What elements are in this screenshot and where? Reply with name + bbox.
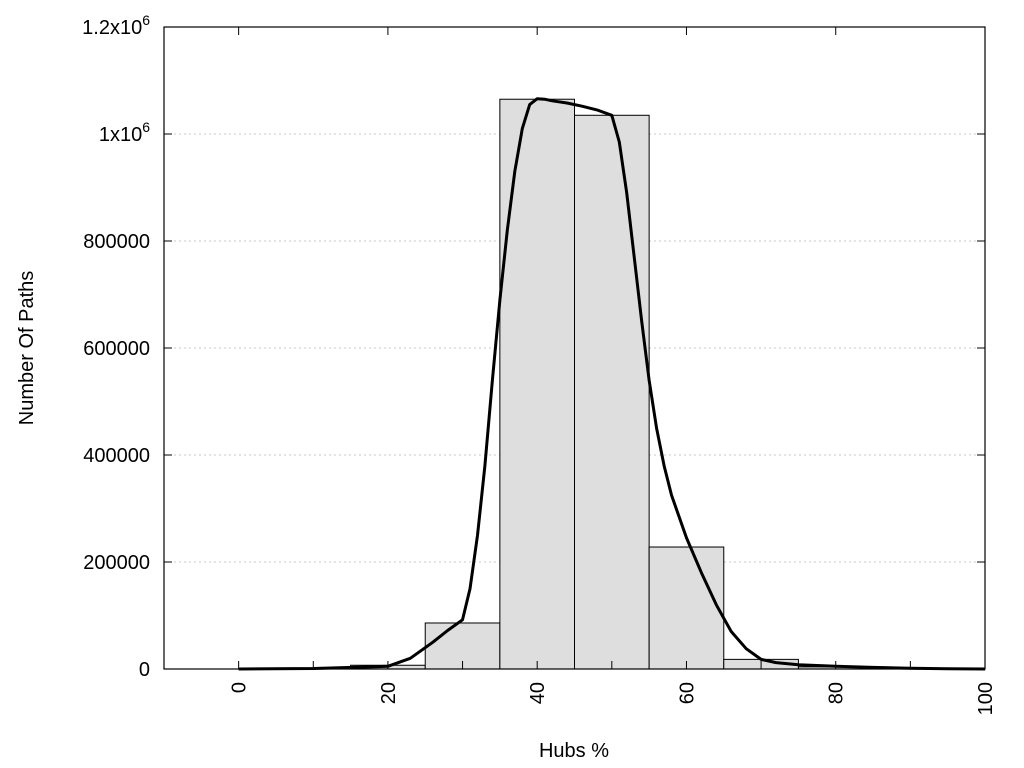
y-tick-label: 1x106 [99,119,150,146]
y-tick-label-text: 600000 [83,338,150,360]
y-tick-label-text: 0 [139,659,150,681]
x-tick-label: 80 [826,682,848,704]
y-tick-label: 600000 [83,338,150,360]
bars-layer [275,98,949,670]
y-tick-label-exponent: 6 [142,12,150,28]
y-tick-label: 400000 [83,445,150,467]
x-ticks-layer: 0 20 40 60 80 100 [229,27,997,715]
y-tick-label-text: 1x10 [99,124,142,146]
x-tick-label: 40 [527,682,549,704]
y-tick-label-text: 200000 [83,552,150,574]
y-tick-label: 0 [139,659,150,681]
y-axis-title: Number Of Paths [16,271,38,426]
fit-curve [238,97,986,671]
histogram-bar [499,98,576,670]
y-tick-label-text: 1.2x10 [82,17,142,39]
y-tick-label: 800000 [83,231,150,253]
y-tick-label-exponent: 6 [142,119,150,135]
x-tick-label: 0 [229,682,251,693]
y-tick-label-text: 400000 [83,445,150,467]
x-tick-label: 60 [676,682,698,704]
x-axis-title: Hubs % [539,740,609,762]
y-tick-label: 200000 [83,552,150,574]
histogram-bar [648,546,725,670]
y-tick-label-text: 800000 [83,231,150,253]
x-tick-label: 100 [975,682,997,715]
curve-layer [238,97,986,671]
histogram-bar [574,114,650,670]
y-tick-label: 1.2x106 [82,12,150,39]
x-tick-label: 20 [378,682,400,704]
